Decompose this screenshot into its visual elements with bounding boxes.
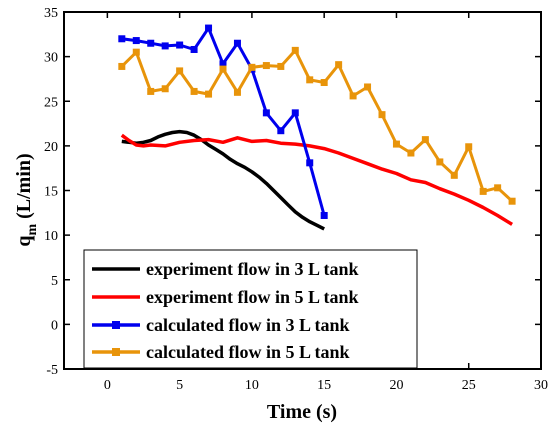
y-tick-label: 15 — [44, 185, 58, 200]
y-axis-title-main: q — [13, 236, 35, 247]
series-line — [120, 133, 514, 226]
data-point — [147, 39, 155, 47]
data-point — [176, 41, 184, 49]
x-axis-title: Time (s) — [267, 401, 337, 423]
series-1 — [121, 129, 325, 231]
data-point — [219, 60, 227, 68]
series-line — [121, 26, 326, 216]
data-point — [205, 90, 213, 98]
legend-marker — [112, 348, 120, 356]
data-point — [248, 63, 256, 71]
data-point — [190, 87, 198, 95]
y-axis-title: qm (L/min) — [13, 153, 40, 246]
data-point — [118, 62, 126, 70]
data-point — [465, 143, 473, 151]
y-axis-title-unit: (L/min) — [13, 153, 35, 224]
y-tick-label: 5 — [51, 274, 58, 289]
data-point — [132, 37, 140, 45]
data-point — [291, 109, 299, 117]
data-point — [508, 197, 516, 205]
data-point — [219, 65, 227, 73]
data-point — [407, 149, 415, 157]
data-point — [306, 159, 314, 167]
data-point — [190, 45, 198, 53]
data-point — [421, 136, 429, 144]
y-tick-label: 35 — [44, 6, 58, 21]
data-point — [233, 39, 241, 47]
data-point — [118, 35, 126, 43]
data-point — [320, 211, 328, 219]
series-4 — [118, 46, 516, 205]
y-tick-label: 0 — [51, 318, 58, 333]
series-2 — [120, 133, 514, 226]
legend-label: experiment flow in 3 L tank — [146, 259, 359, 279]
y-tick-label: 30 — [44, 51, 58, 66]
data-point — [306, 76, 314, 84]
data-point — [392, 140, 400, 148]
data-point — [262, 109, 270, 117]
legend-items: experiment flow in 3 L tank experiment fl… — [92, 259, 359, 362]
data-point — [436, 158, 444, 166]
series-3 — [118, 24, 328, 219]
series-line — [121, 129, 325, 231]
data-point — [349, 92, 357, 100]
y-tick-label: 10 — [44, 229, 58, 244]
axis-ticks: 0 5 10 15 20 25 30 -5 0 5 10 15 20 25 30 35 — [44, 6, 548, 393]
data-point — [147, 87, 155, 95]
legend: experiment flow in 3 L tank experiment fl… — [83, 249, 418, 369]
data-point — [132, 48, 140, 56]
y-tick-label: -5 — [46, 363, 58, 378]
data-point — [320, 79, 328, 87]
data-point — [176, 67, 184, 75]
data-point — [378, 111, 386, 119]
y-tick-label: 20 — [44, 140, 58, 155]
data-point — [233, 88, 241, 96]
legend-marker — [112, 321, 120, 329]
data-point — [450, 171, 458, 179]
data-point — [479, 187, 487, 195]
x-tick-label: 30 — [534, 378, 548, 393]
x-tick-label: 20 — [389, 378, 403, 393]
data-point — [161, 85, 169, 93]
data-point — [277, 127, 285, 135]
x-tick-label: 5 — [176, 378, 183, 393]
series-line — [120, 48, 514, 203]
x-tick-label: 25 — [462, 378, 476, 393]
x-tick-label: 0 — [104, 378, 111, 393]
data-point — [161, 42, 169, 50]
legend-label: experiment flow in 5 L tank — [146, 287, 359, 307]
y-tick-label: 25 — [44, 95, 58, 110]
data-point — [277, 62, 285, 70]
data-point — [364, 83, 372, 91]
legend-label: calculated flow in 3 L tank — [146, 315, 350, 335]
data-point — [494, 184, 502, 192]
data-point — [262, 62, 270, 70]
data-point — [335, 61, 343, 69]
data-point — [291, 46, 299, 54]
y-axis-title-subscript: m — [25, 224, 40, 236]
x-tick-label: 15 — [317, 378, 331, 393]
x-tick-label: 10 — [245, 378, 259, 393]
series-layer — [118, 24, 516, 231]
legend-label: calculated flow in 5 L tank — [146, 342, 350, 362]
data-point — [205, 24, 213, 32]
